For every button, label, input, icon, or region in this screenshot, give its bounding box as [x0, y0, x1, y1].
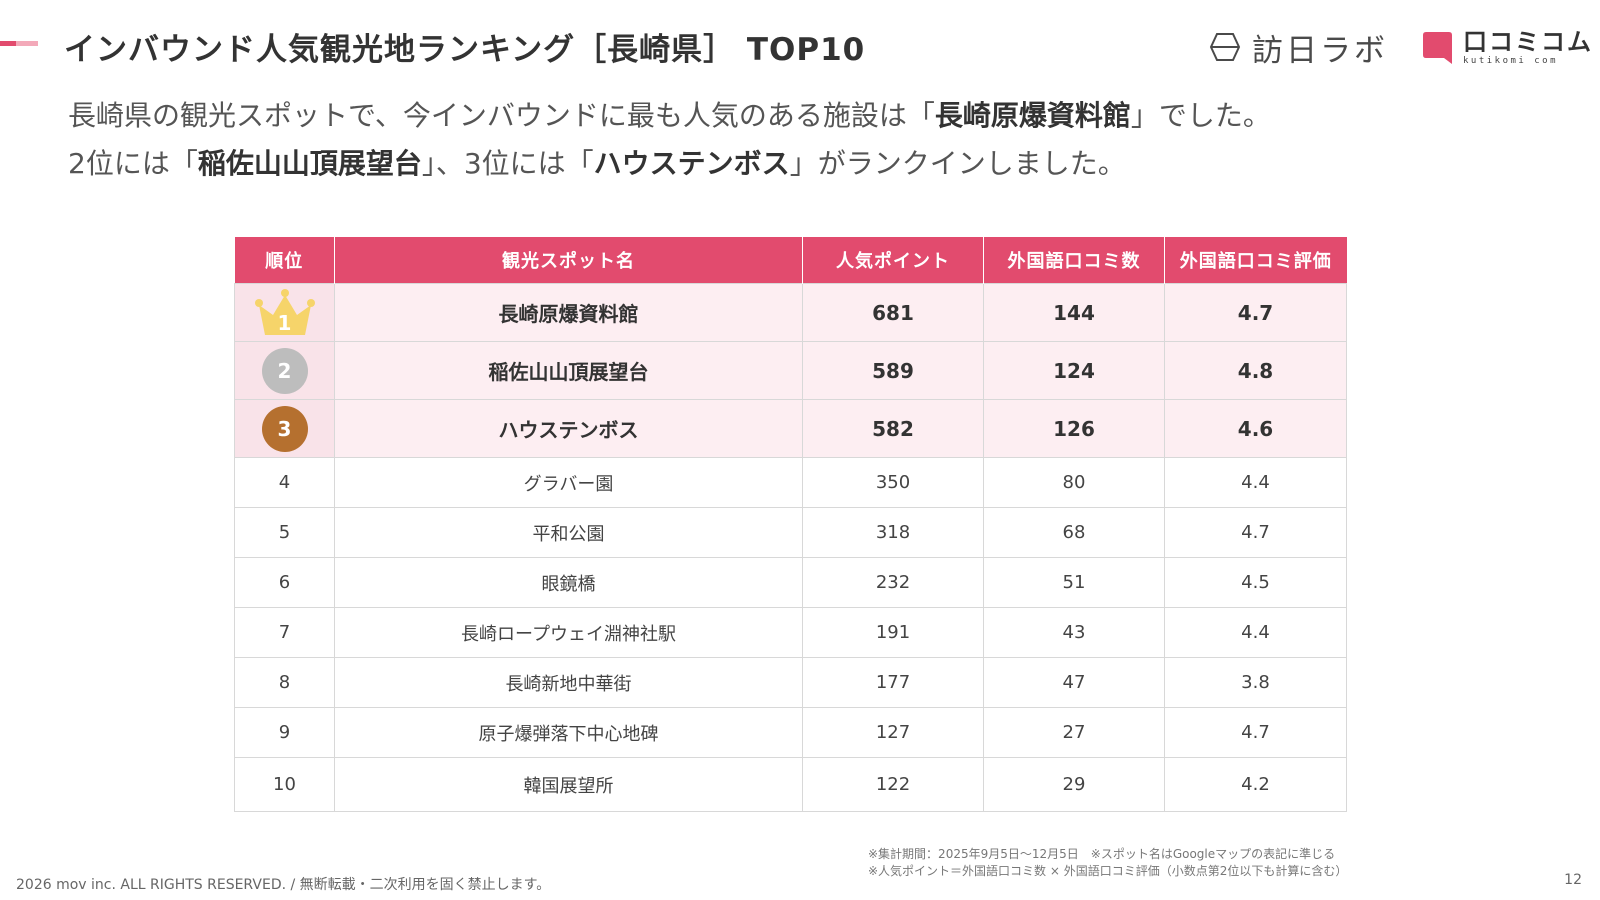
points: 232 — [802, 557, 984, 608]
accent-bar-light — [16, 41, 38, 46]
table-row: 3 ハウステンボス 582 126 4.6 — [234, 399, 1347, 458]
bronze-badge: 3 — [261, 405, 308, 452]
lead-third-spot: ハウステンボス — [593, 147, 790, 180]
review-rating: 4.7 — [1164, 707, 1347, 758]
houjin-labo-logo: 訪日ラボ — [1208, 27, 1388, 69]
points: 127 — [802, 707, 984, 758]
points: 350 — [802, 457, 984, 508]
lead-line-2-c: 」がランクインしました。 — [789, 147, 1126, 180]
table-row: 6 眼鏡橋 232 51 4.5 — [234, 557, 1347, 608]
kuchikomi-logo-text: 口コミコム — [1463, 28, 1593, 56]
review-rating: 4.7 — [1164, 507, 1347, 558]
points: 122 — [802, 757, 984, 812]
rank-cell: 9 — [234, 707, 335, 758]
table-row: 9 原子爆弾落下中心地碑 127 27 4.7 — [234, 707, 1347, 758]
points: 177 — [802, 657, 984, 708]
rank-cell: 6 — [234, 557, 335, 608]
review-rating: 4.4 — [1164, 607, 1347, 658]
points: 318 — [802, 507, 984, 558]
rank-cell: 1 — [234, 283, 335, 342]
rank-cell: 5 — [234, 507, 335, 558]
spot-name: 長崎ロープウェイ淵神社駅 — [334, 607, 803, 658]
silver-badge: 2 — [261, 347, 308, 394]
review-count: 80 — [983, 457, 1165, 508]
header-points: 人気ポイント — [802, 237, 984, 284]
review-count: 47 — [983, 657, 1165, 708]
kuchikomi-logo-subtext: kutikomi com — [1463, 56, 1559, 66]
spot-name: 平和公園 — [334, 507, 803, 558]
spot-name: 長崎原爆資料館 — [334, 283, 803, 342]
review-rating: 4.6 — [1164, 399, 1347, 458]
header-review-count: 外国語口コミ数 — [983, 237, 1165, 284]
lead-line-2-a: 2位には「 — [68, 147, 198, 180]
points: 589 — [802, 341, 984, 400]
footnotes: ※集計期間：2025年9月5日〜12月5日 ※スポット名はGoogleマップの表… — [868, 846, 1347, 880]
review-count: 27 — [983, 707, 1165, 758]
accent-bar-dark — [0, 41, 16, 46]
crown-icon — [254, 288, 315, 335]
review-count: 68 — [983, 507, 1165, 558]
review-rating: 4.7 — [1164, 283, 1347, 342]
points: 191 — [802, 607, 984, 658]
table-row: 4 グラバー園 350 80 4.4 — [234, 457, 1347, 508]
rank-cell: 2 — [234, 341, 335, 400]
accent-bar — [0, 41, 38, 46]
ranking-table: 順位 観光スポット名 人気ポイント 外国語口コミ数 外国語口コミ評価 1 長 — [234, 237, 1347, 812]
table-header-row: 順位 観光スポット名 人気ポイント 外国語口コミ数 外国語口コミ評価 — [234, 237, 1347, 284]
crown-badge: 1 — [253, 287, 317, 339]
spot-name: グラバー園 — [334, 457, 803, 508]
rank-cell: 8 — [234, 657, 335, 708]
lead-line-1: 長崎県の観光スポットで、今インバウンドに最も人気のある施設は「長崎原爆資料館」で… — [68, 92, 1548, 140]
review-count: 126 — [983, 399, 1165, 458]
lead-text: 長崎県の観光スポットで、今インバウンドに最も人気のある施設は「長崎原爆資料館」で… — [68, 92, 1548, 188]
rank-cell: 10 — [234, 757, 335, 812]
table-row: 5 平和公園 318 68 4.7 — [234, 507, 1347, 558]
rank-number: 1 — [277, 310, 292, 335]
houjin-labo-logo-text: 訪日ラボ — [1252, 32, 1388, 69]
table-row: 2 稲佐山山頂展望台 589 124 4.8 — [234, 341, 1347, 400]
review-count: 29 — [983, 757, 1165, 812]
spot-name: 原子爆弾落下中心地碑 — [334, 707, 803, 758]
header-spot-name: 観光スポット名 — [334, 237, 803, 284]
page-title: インバウンド人気観光地ランキング［長崎県］ TOP10 — [64, 32, 866, 68]
footnote-period: ※集計期間：2025年9月5日〜12月5日 ※スポット名はGoogleマップの表… — [868, 847, 1336, 861]
rank-cell: 4 — [234, 457, 335, 508]
points: 681 — [802, 283, 984, 342]
page-number: 12 — [1564, 872, 1582, 888]
spot-name: 韓国展望所 — [334, 757, 803, 812]
spot-name: 眼鏡橋 — [334, 557, 803, 608]
table-row: 7 長崎ロープウェイ淵神社駅 191 43 4.4 — [234, 607, 1347, 658]
footnote-formula: ※人気ポイント＝外国語口コミ数 × 外国語口コミ評価（小数点第2位以下も計算に含… — [868, 864, 1348, 878]
spot-name: ハウステンボス — [334, 399, 803, 458]
spot-name: 稲佐山山頂展望台 — [334, 341, 803, 400]
header-review-rating: 外国語口コミ評価 — [1164, 237, 1347, 284]
table-row: 8 長崎新地中華街 177 47 3.8 — [234, 657, 1347, 708]
lead-line-1-pre: 長崎県の観光スポットで、今インバウンドに最も人気のある施設は「 — [68, 99, 935, 132]
houjin-labo-logo-icon — [1209, 33, 1241, 61]
review-rating: 4.8 — [1164, 341, 1347, 400]
copyright: 2026 mov inc. ALL RIGHTS RESERVED. / 無断転… — [16, 877, 551, 893]
review-count: 51 — [983, 557, 1165, 608]
lead-line-2-b: 」、3位には「 — [421, 147, 594, 180]
rank-cell: 3 — [234, 399, 335, 458]
review-rating: 3.8 — [1164, 657, 1347, 708]
review-count: 144 — [983, 283, 1165, 342]
header-rank: 順位 — [234, 237, 335, 284]
lead-line-2: 2位には「稲佐山山頂展望台」、3位には「ハウステンボス」がランクインしました。 — [68, 140, 1548, 188]
lead-top-spot: 長崎原爆資料館 — [934, 99, 1131, 132]
rank-cell: 7 — [234, 607, 335, 658]
table-row: 1 長崎原爆資料館 681 144 4.7 — [234, 283, 1347, 342]
review-count: 43 — [983, 607, 1165, 658]
review-rating: 4.5 — [1164, 557, 1347, 608]
kuchikomi-logo: 口コミコム kutikomi com — [1422, 28, 1593, 68]
review-rating: 4.4 — [1164, 457, 1347, 508]
lead-line-1-post: 」でした。 — [1130, 99, 1271, 132]
spot-name: 長崎新地中華街 — [334, 657, 803, 708]
table-row: 10 韓国展望所 122 29 4.2 — [234, 757, 1347, 812]
review-count: 124 — [983, 341, 1165, 400]
points: 582 — [802, 399, 984, 458]
kuchikomi-logo-icon — [1423, 32, 1452, 64]
review-rating: 4.2 — [1164, 757, 1347, 812]
lead-second-spot: 稲佐山山頂展望台 — [197, 147, 422, 180]
